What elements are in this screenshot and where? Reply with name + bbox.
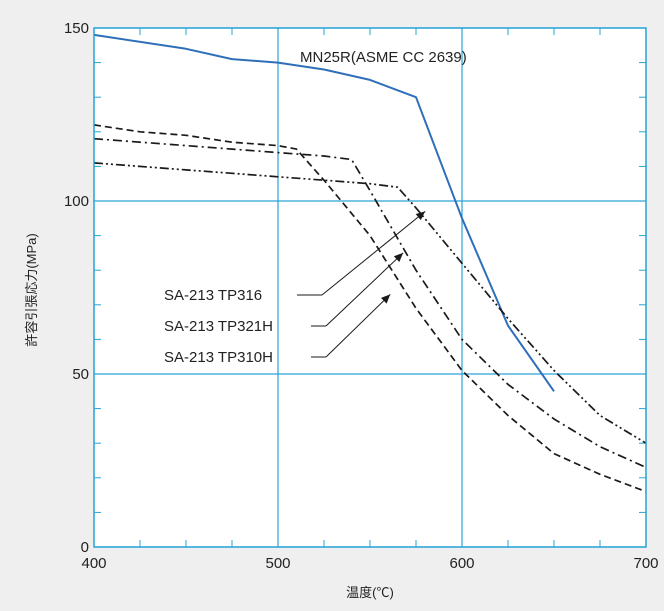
annotation-mn25r: MN25R(ASME CC 2639) [300, 49, 467, 66]
series-lines [93, 33, 647, 493]
x-tick-label: 700 [633, 555, 658, 572]
series-line-sa-213-tp321h [93, 137, 647, 469]
y-axis-title: 許容引張応力(MPa) [24, 233, 39, 346]
annotation-tp321h: SA-213 TP321H [164, 318, 273, 335]
annotation-tp310h: SA-213 TP310H [164, 349, 273, 366]
y-tick-label: 100 [64, 193, 89, 210]
leader-line [321, 210, 426, 296]
x-tick-label: 400 [81, 555, 106, 572]
arrowhead [381, 294, 391, 304]
x-axis-title: 温度(℃) [346, 585, 394, 600]
tick-labels: 400 500 600 700 0 50 100 150 [64, 20, 659, 572]
plot-area [94, 28, 646, 547]
y-tick-label: 50 [72, 366, 89, 383]
series-line-sa-213-tp310h [93, 124, 647, 493]
series-line-sa-213-tp316 [93, 162, 647, 444]
plot-frame [93, 27, 647, 548]
y-tick-label: 0 [81, 539, 89, 556]
leader-line [325, 294, 391, 358]
arrowhead [393, 252, 404, 262]
y-tick-label: 150 [64, 20, 89, 37]
arrowhead [415, 211, 426, 221]
leader-line [325, 252, 404, 327]
annotation-tp316: SA-213 TP316 [164, 287, 262, 304]
annotations: MN25R(ASME CC 2639) SA-213 TP316 SA-213 TP… [164, 49, 467, 366]
series-line-mn25r-asme-cc-2639 [93, 33, 555, 392]
x-tick-label: 500 [265, 555, 290, 572]
x-tick-label: 600 [449, 555, 474, 572]
